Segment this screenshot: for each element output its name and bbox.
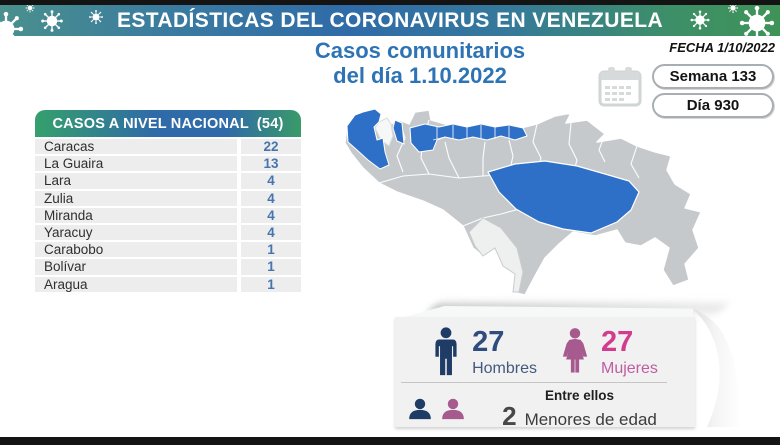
table-row: Lara 4 [35,173,301,189]
state-name: Caracas [35,139,237,155]
demographics-panel: 27 Hombres 27 Mujeres [395,317,695,430]
minors-text: Entre ellos 2 Menores de edad [476,388,683,430]
gender-row: 27 Hombres 27 Mujeres [395,317,695,379]
female-bust-icon [442,398,464,420]
state-value: 4 [241,224,301,241]
panel-page-curl [693,309,741,427]
bottom-border-bar [0,437,780,445]
map-region-zulia [346,108,390,170]
minors-label: Menores de edad [524,410,657,429]
map-region-zulia-east [392,119,405,145]
minors-row: Entre ellos 2 Menores de edad [395,383,695,430]
men-count: 27 [472,325,505,358]
state-value: 4 [241,207,301,223]
column-divider [237,173,241,189]
map-region-amazonas [468,217,524,293]
panel-divider [401,382,667,383]
minors-line2: 2 Menores de edad [502,403,657,430]
state-name: Bolívar [35,259,237,275]
venezuela-map [344,108,702,296]
state-name: Miranda [35,207,237,223]
map-region-bolivar [487,160,640,234]
men-group: 27 Hombres [432,327,537,377]
state-value: 22 [241,139,301,155]
column-divider [237,156,241,172]
table-row: La Guaira 13 [35,156,301,172]
female-icon [562,328,588,373]
top-border-bar [0,0,780,5]
column-divider [237,190,241,206]
header-band [0,5,780,36]
date-label: FECHA 1/10/2022 [669,40,775,55]
state-value: 13 [241,156,301,172]
map-lake-maracaibo [374,117,394,147]
map-region-coastal-states [409,123,528,153]
table-row: Carabobo 1 [35,242,301,258]
minors-intro: Entre ellos [544,388,615,403]
page-title: ESTADÍSTICAS DEL CORONAVIRUS EN VENEZUEL… [116,9,664,32]
state-name: Zulia [35,190,237,206]
national-cases-table: CASOS A NIVEL NACIONAL (54) Caracas 22 La… [35,110,301,292]
state-name: Lara [35,173,237,189]
table-header-title: CASOS A NIVEL NACIONAL [52,115,249,132]
women-text: 27 Mujeres [601,325,658,377]
state-value: 1 [241,242,301,258]
column-divider [237,139,241,155]
person-bust-icons [407,398,466,420]
women-group: 27 Mujeres [561,327,658,377]
state-name: Yaracuy [35,224,237,241]
state-name: Carabobo [35,242,237,258]
state-name: Aragua [35,276,237,292]
table-header-total: (54) [256,115,284,132]
men-text: 27 Hombres [472,325,537,377]
table-row: Caracas 22 [35,139,301,155]
column-divider [237,242,241,258]
state-value: 4 [241,190,301,206]
subtitle-line2: del día 1.10.2022 [333,63,507,88]
state-name: La Guaira [35,156,237,172]
male-icon [435,327,457,376]
minors-count: 2 [502,401,517,431]
state-value: 1 [241,276,301,292]
day-badge: Día 930 [652,93,774,118]
women-count: 27 [601,325,634,358]
panel-top-edge [397,306,693,319]
column-divider [237,224,241,241]
male-bust-icon [409,398,431,420]
table-row: Yaracuy 4 [35,224,301,241]
state-value: 1 [241,259,301,275]
table-row: Aragua 1 [35,276,301,292]
state-value: 4 [241,173,301,189]
subtitle-line1: Casos comunitarios [314,38,526,63]
table-row: Zulia 4 [35,190,301,206]
subtitle: Casos comunitarios del día 1.10.2022 [255,38,585,88]
table-row: Bolívar 1 [35,259,301,275]
women-label: Mujeres [601,359,658,377]
calendar-icon [598,67,642,107]
week-badge: Semana 133 [652,64,774,89]
column-divider [237,207,241,223]
column-divider [237,259,241,275]
table-row: Miranda 4 [35,207,301,223]
men-label: Hombres [472,359,537,377]
column-divider [237,276,241,292]
table-header: CASOS A NIVEL NACIONAL (54) [35,110,301,137]
